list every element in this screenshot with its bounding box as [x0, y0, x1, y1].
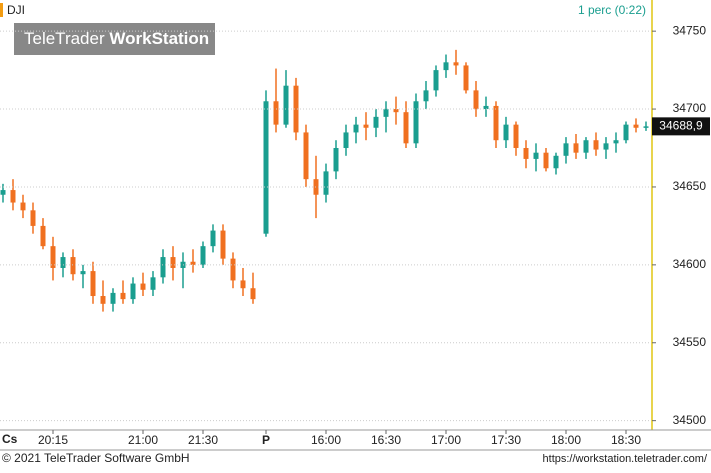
candle-body: [100, 296, 106, 304]
candle-body: [643, 126, 649, 128]
candle-body: [230, 258, 236, 281]
candle-body: [523, 148, 529, 159]
candle-body: [563, 143, 569, 156]
url: https://workstation.teletrader.com/: [543, 453, 708, 465]
candle-body: [273, 101, 279, 125]
candle-body: [403, 112, 409, 144]
candle-body: [473, 90, 479, 110]
y-tick-label: 34550: [673, 335, 707, 349]
y-tick-label: 34600: [673, 257, 707, 271]
watermark-box: [14, 23, 215, 55]
x-tick-label: 21:30: [188, 433, 218, 447]
candle-body: [150, 277, 156, 290]
candle-body: [120, 292, 126, 300]
candle-body: [190, 261, 196, 265]
candle-body: [210, 230, 216, 247]
x-tick-label: P: [262, 433, 270, 447]
candle-body: [553, 155, 559, 169]
candle-body: [130, 283, 136, 300]
x-tick-label: 16:30: [371, 433, 401, 447]
candle-body: [40, 225, 46, 247]
candle-body: [250, 288, 256, 300]
x-tick-label: 18:30: [611, 433, 641, 447]
candle-body: [283, 85, 289, 125]
candle-body: [0, 190, 6, 195]
candle-body: [453, 62, 459, 66]
candle-body: [383, 109, 389, 117]
y-tick-label: 34650: [673, 179, 707, 193]
candle-body: [70, 257, 76, 275]
candle-body: [413, 101, 419, 144]
candle-body: [50, 246, 56, 268]
y-tick-label: 34500: [673, 413, 707, 427]
candle-body: [220, 230, 226, 259]
candle-body: [323, 171, 329, 195]
last-price-tag: [652, 117, 710, 136]
symbol-marker: [0, 3, 3, 17]
plot: [0, 49, 649, 312]
x-tick-label: 17:00: [431, 433, 461, 447]
candle-body: [503, 124, 509, 141]
candle-body: [533, 152, 539, 159]
candle-body: [293, 85, 299, 133]
candle-body: [543, 152, 549, 169]
candle-body: [240, 280, 246, 289]
corner-label: Cs: [2, 432, 18, 446]
candle-body: [110, 292, 116, 304]
candle-body: [483, 105, 489, 110]
candle-body: [80, 271, 86, 275]
x-tick-label: 20:15: [38, 433, 68, 447]
last-price-label: 34688,9: [659, 119, 703, 133]
x-tick-label: 17:30: [491, 433, 521, 447]
y-tick-label: 34700: [673, 101, 707, 115]
candle-body: [623, 124, 629, 141]
watermark: TeleTrader WorkStation: [24, 29, 209, 48]
copyright: © 2021 TeleTrader Software GmbH: [2, 451, 190, 465]
candle-body: [60, 257, 66, 268]
candle-body: [263, 101, 269, 234]
candle-body: [140, 283, 146, 290]
candle-body: [353, 124, 359, 133]
candle-body: [10, 190, 16, 203]
symbol: DJI: [7, 3, 25, 17]
watermark-bold: WorkStation: [109, 29, 209, 48]
candle-body: [30, 210, 36, 226]
candle-body: [20, 202, 26, 211]
candle-body: [493, 105, 499, 141]
candle-body: [633, 124, 639, 128]
candle-body: [200, 246, 206, 265]
candle-body: [363, 124, 369, 128]
candle-body: [603, 143, 609, 150]
candle-body: [303, 132, 309, 180]
candle-body: [513, 124, 519, 149]
interval: 1 perc (0:22): [578, 3, 646, 17]
y-tick-label: 34750: [673, 23, 707, 37]
x-tick-label: 16:00: [311, 433, 341, 447]
candle-body: [573, 143, 579, 153]
watermark-light: TeleTrader: [24, 29, 105, 48]
candle-body: [463, 65, 469, 91]
candle-body: [593, 140, 599, 150]
candle-body: [433, 70, 439, 91]
candle-body: [393, 109, 399, 113]
candle-body: [90, 271, 96, 297]
candle-body: [343, 132, 349, 149]
x-tick-label: 21:00: [128, 433, 158, 447]
candle-body: [373, 116, 379, 128]
candle-body: [443, 62, 449, 71]
candle-body: [333, 148, 339, 172]
x-tick-label: 18:00: [551, 433, 581, 447]
candle-body: [160, 257, 166, 278]
candle-body: [583, 140, 589, 153]
candle-body: [613, 140, 619, 144]
candle-body: [170, 257, 176, 268]
candle-body: [423, 90, 429, 102]
